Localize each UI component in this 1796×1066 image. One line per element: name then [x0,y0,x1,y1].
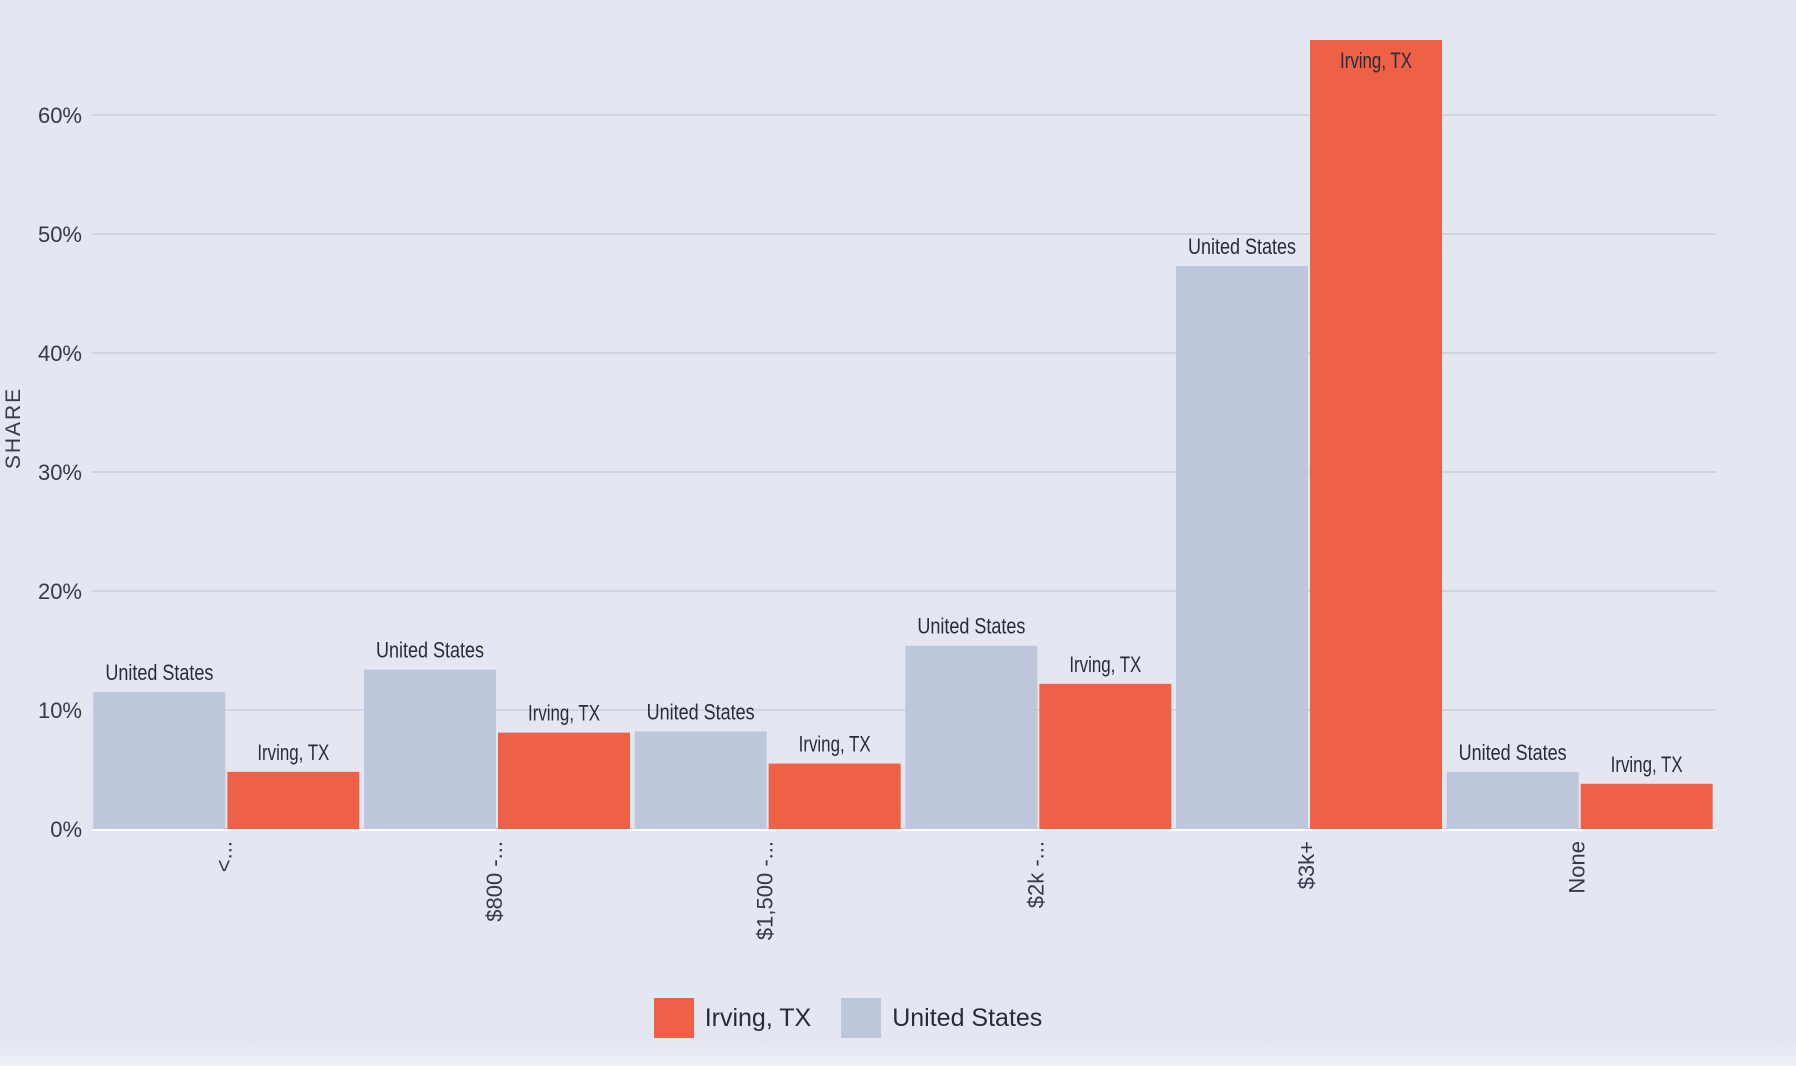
bar-label-irving-tx: Irving, TX [528,701,600,726]
bar-label-irving-tx: Irving, TX [799,732,871,757]
bar-label-irving-tx: Irving, TX [257,740,329,765]
bar-united-states[interactable] [634,731,767,829]
bottom-shade [0,1040,1796,1066]
legend-item-irving[interactable]: Irving, TX [653,998,812,1038]
legend-label-united-states: United States [892,1003,1043,1032]
bar-irving-tx[interactable] [1039,683,1172,829]
y-axis-ticks: 0% 10% 20% 30% 40% 50% 60% [38,103,82,842]
x-tick-label: $1,500 -... [753,841,778,940]
x-tick-label: <... [211,841,236,872]
bar-united-states[interactable] [364,669,496,829]
bar-label-irving-tx: Irving, TX [1340,48,1412,73]
bar-united-states[interactable] [93,692,226,829]
legend-label-irving: Irving, TX [704,1003,812,1032]
bar-united-states[interactable] [905,645,1038,829]
y-tick-label: 0% [50,817,82,842]
grid-lines [92,114,1716,830]
y-tick-label: 50% [38,222,82,247]
x-tick-label: $3k+ [1294,841,1319,889]
legend: Irving, TX United States [0,998,1796,1038]
legend-item-united-states[interactable]: United States [841,998,1042,1038]
bar-label-united-states: United States [1188,234,1296,259]
bars [93,40,1713,829]
bar-irving-tx[interactable] [768,763,901,829]
bar-label-united-states: United States [1459,740,1567,765]
bar-united-states[interactable] [1446,771,1579,829]
bar-labels: United States Irving, TX United States Irvi… [105,48,1683,777]
bar-irving-tx[interactable] [227,771,360,829]
bar-irving-tx[interactable] [498,732,630,829]
bar-united-states[interactable] [1176,266,1308,829]
y-tick-label: 20% [38,579,82,604]
y-tick-label: 10% [38,698,82,723]
x-tick-label: None [1565,841,1590,894]
bar-label-united-states: United States [647,699,755,724]
y-axis-title: SHARE [2,387,25,469]
x-tick-label: $800 -... [482,841,507,922]
bar-label-irving-tx: Irving, TX [1611,752,1683,777]
x-tick-label: $2k -... [1023,841,1048,908]
bar-label-united-states: United States [376,638,484,663]
x-axis-ticks: <... $800 -... $1,500 -... $2k -... $3k+ None [211,841,1589,940]
bar-label-united-states: United States [917,614,1025,639]
y-tick-label: 40% [38,341,82,366]
y-tick-label: 30% [38,460,82,485]
y-tick-label: 60% [38,103,82,128]
bar-label-irving-tx: Irving, TX [1069,652,1141,677]
bar-label-united-states: United States [105,660,213,685]
legend-swatch-united-states [841,998,882,1038]
legend-swatch-irving [653,998,694,1038]
bar-irving-tx[interactable] [1310,40,1442,829]
bar-irving-tx[interactable] [1580,783,1713,829]
